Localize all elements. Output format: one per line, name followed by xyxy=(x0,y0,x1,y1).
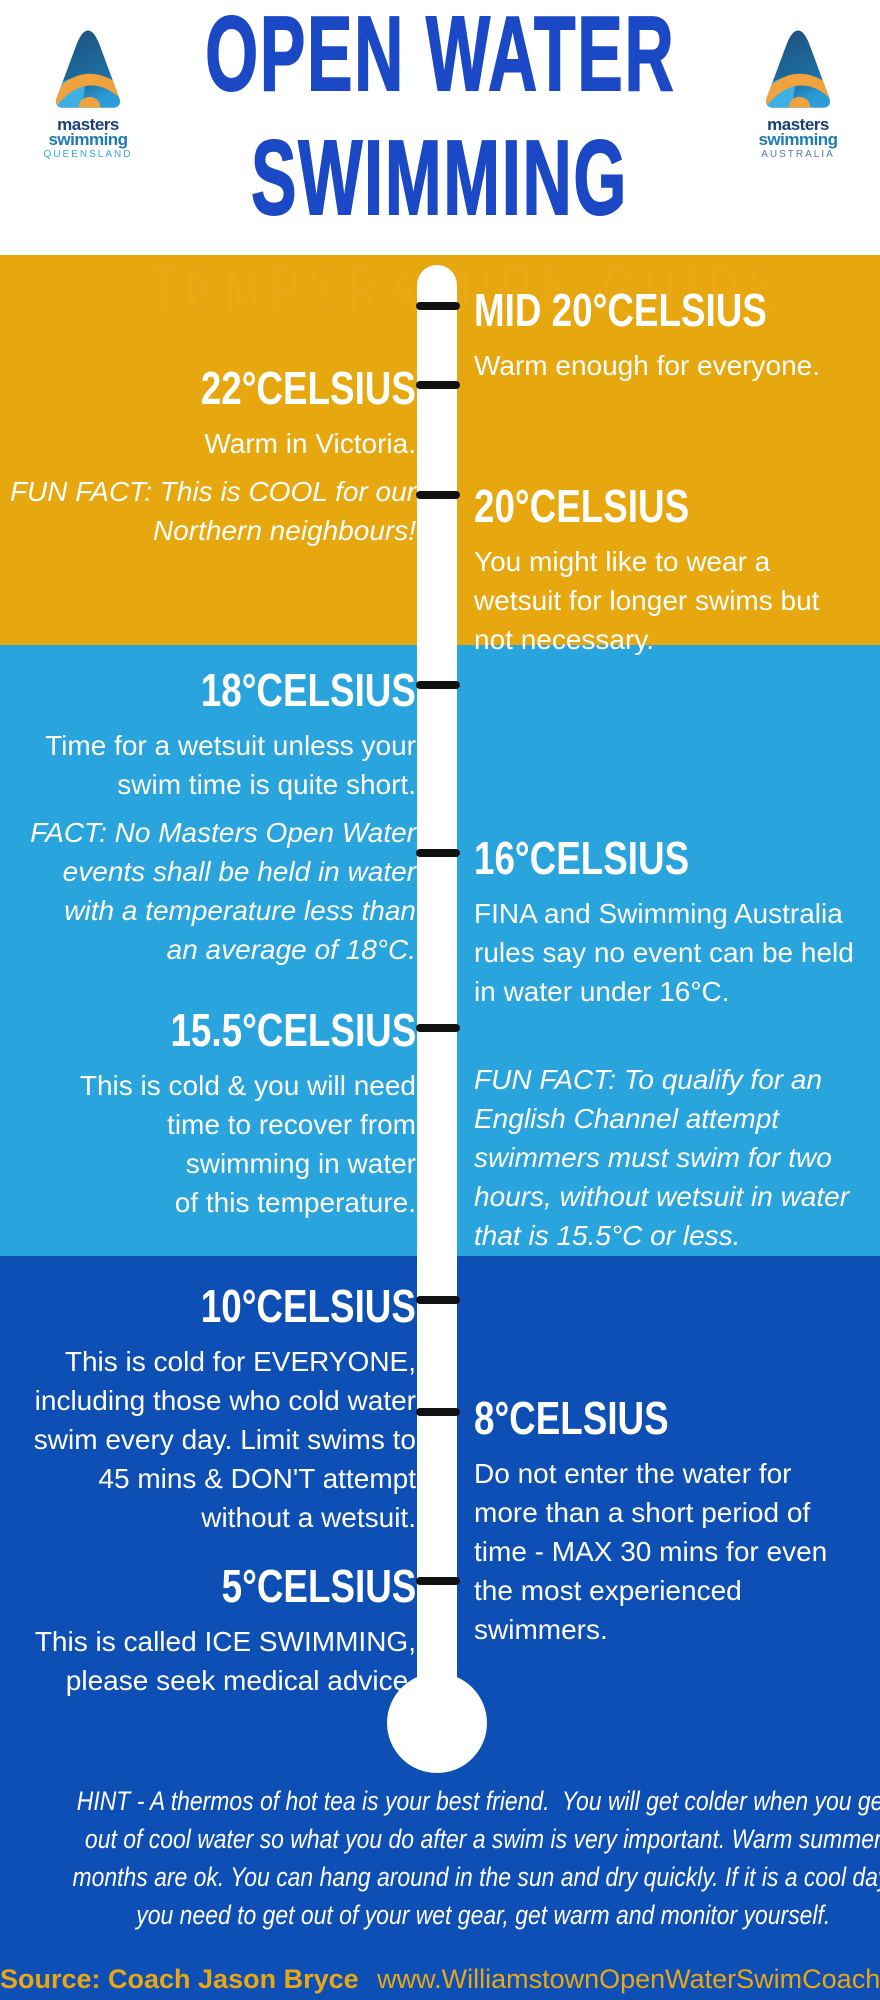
thermometer-tick-18 xyxy=(416,681,460,689)
thermometer-tick-16 xyxy=(416,849,460,857)
hint-paragraph: HINT - A thermos of hot tea is your best… xyxy=(0,1782,880,1934)
temp-block-20: 20°CELSIUS You might like to wear a wets… xyxy=(474,482,874,659)
temp-description: This is cold for EVERYONE, including tho… xyxy=(33,1346,416,1533)
temp-description: Do not enter the water for more than a s… xyxy=(474,1458,828,1645)
logo-region-queensland: QUEENSLAND xyxy=(43,149,133,160)
temp-block-5: 5°CELSIUS This is called ICE SWIMMING, p… xyxy=(6,1562,416,1700)
temp-description: This is cold & you will need time to rec… xyxy=(79,1070,416,1218)
header: masters swimming QUEENSLAND OPEN WATER S… xyxy=(0,0,880,322)
logo-word-swimming: swimming xyxy=(758,130,838,149)
temp-block-8: 8°CELSIUS Do not enter the water for mor… xyxy=(474,1394,874,1649)
title-line-2: SWIMMING xyxy=(251,119,629,237)
temp-block-mid20: MID 20°CELSIUS Warm enough for everyone. xyxy=(474,286,874,385)
temp-block-16: 16°CELSIUS FINA and Swimming Australia r… xyxy=(474,834,874,1011)
temp-heading: 10°CELSIUS xyxy=(200,1280,416,1332)
thermometer-tick-mid20 xyxy=(416,302,460,310)
thermometer-bulb xyxy=(387,1673,487,1773)
masters-swimming-logo-icon xyxy=(766,30,830,108)
temp-block-15-5: 15.5°CELSIUS This is cold & you will nee… xyxy=(6,1006,416,1222)
title-line-1: OPEN WATER xyxy=(204,0,676,113)
temp-description: FINA and Swimming Australia rules say no… xyxy=(474,898,854,1007)
thermometer-tube xyxy=(417,265,457,1715)
masters-swimming-logo-icon xyxy=(56,30,120,108)
temp-heading: 22°CELSIUS xyxy=(200,362,416,414)
thermometer-tick-22 xyxy=(416,381,460,389)
temp-description: Time for a wetsuit unless your swim time… xyxy=(45,730,416,800)
logo-word-swimming: swimming xyxy=(48,130,128,149)
subtitle: TEMPERATURE GUIDE xyxy=(149,253,788,325)
thermometer-tick-10 xyxy=(416,1296,460,1304)
temp-heading: 5°CELSIUS xyxy=(221,1560,416,1612)
source-website: www.WilliamstownOpenWaterSwimCoaching.co… xyxy=(377,1964,880,1994)
temp-block-22: 22°CELSIUS Warm in Victoria. FUN FACT: T… xyxy=(6,364,416,550)
temp-description: This is called ICE SWIMMING, please seek… xyxy=(34,1626,416,1696)
logo-region-australia: AUSTRALIA xyxy=(761,149,835,160)
logo-masters-swimming-australia: masters swimming AUSTRALIA xyxy=(736,26,860,161)
logo-masters-swimming-queensland: masters swimming QUEENSLAND xyxy=(26,26,150,161)
hint-text: HINT - A thermos of hot tea is your best… xyxy=(72,1786,880,1930)
temp-heading: 18°CELSIUS xyxy=(200,664,416,716)
thermometer-tick-5 xyxy=(416,1577,460,1585)
temp-description: Warm in Victoria. xyxy=(204,428,416,459)
temp-block-10: 10°CELSIUS This is cold for EVERYONE, in… xyxy=(6,1282,416,1537)
fun-fact: FUN FACT: To qualify for an English Chan… xyxy=(474,1064,850,1251)
fun-fact: FUN FACT: This is COOL for our Northern … xyxy=(9,476,416,546)
temp-heading: 20°CELSIUS xyxy=(474,480,690,532)
temp-block-18: 18°CELSIUS Time for a wetsuit unless you… xyxy=(6,666,416,969)
logo-word-masters: masters xyxy=(767,115,829,134)
fact: FACT: No Masters Open Water events shall… xyxy=(30,817,416,965)
temp-heading: 15.5°CELSIUS xyxy=(170,1004,416,1056)
source-line: Source: Coach Jason Bryce www.Williamsto… xyxy=(0,1964,880,1995)
thermometer-tick-20 xyxy=(416,491,460,499)
temp-heading: 8°CELSIUS xyxy=(474,1392,669,1444)
thermometer-tick-15-5 xyxy=(416,1024,460,1032)
temp-heading: 16°CELSIUS xyxy=(474,832,690,884)
english-channel-fact-block: FUN FACT: To qualify for an English Chan… xyxy=(474,1060,874,1255)
temp-description: Warm enough for everyone. xyxy=(474,350,821,381)
temp-heading: MID 20°CELSIUS xyxy=(474,284,767,336)
logo-word-masters: masters xyxy=(57,115,119,134)
source-credit: Source: Coach Jason Bryce xyxy=(0,1964,359,1994)
thermometer-tick-8 xyxy=(416,1408,460,1416)
poster-title: OPEN WATER SWIMMING TEMPERATURE GUIDE xyxy=(0,0,880,338)
temp-description: You might like to wear a wetsuit for lon… xyxy=(474,546,820,655)
